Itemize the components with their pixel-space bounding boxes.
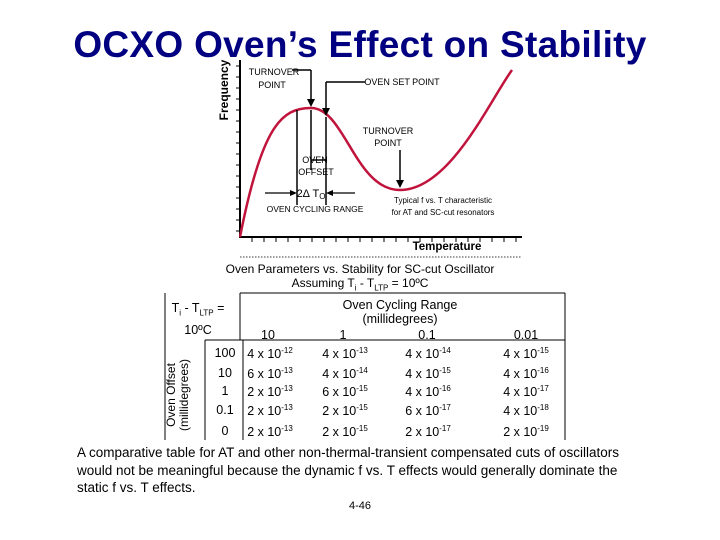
frequency-temperature-chart: Frequency TURNOVER POINT OVEN SET POINT … xyxy=(217,59,522,258)
table-cell: 4 x 10-16 xyxy=(503,366,549,382)
table-cell: 2 x 10-17 xyxy=(405,424,451,440)
turnover-top-label-line2: POINT xyxy=(258,80,286,90)
x-axis-ticks xyxy=(251,237,517,242)
y-axis-label: Frequency xyxy=(217,59,231,120)
row-offset-label: 0.1 xyxy=(216,403,234,417)
column-header: 0.1 xyxy=(418,328,436,342)
delta-to-arrowhead-left xyxy=(290,190,297,196)
table-cell: 4 x 10-16 xyxy=(405,384,451,400)
body-paragraph: A comparative table for AT and other non… xyxy=(77,445,620,495)
turnover-right-arrowhead xyxy=(396,180,404,188)
column-header: 10 xyxy=(261,328,275,342)
turnover-right-label-line1: TURNOVER xyxy=(363,126,414,136)
turnover-top-arrowhead xyxy=(307,99,315,107)
y-axis-ticks xyxy=(236,65,240,232)
table-cell: 2 x 10-15 xyxy=(322,424,368,440)
oven-cycling-range-label: OVEN CYCLING RANGE xyxy=(267,204,364,214)
table-cell: 4 x 10-17 xyxy=(503,384,549,400)
typical-note-line1: Typical f vs. T characteristic xyxy=(394,196,492,205)
table-cell: 6 x 10-13 xyxy=(247,366,293,382)
page-number: 4-46 xyxy=(348,500,372,512)
frequency-curve xyxy=(238,69,514,238)
table-caption-line1: Oven Parameters vs. Stability for SC-cut… xyxy=(225,262,495,276)
delta-to-label: 2Δ TO xyxy=(297,188,326,201)
row-offset-label: 100 xyxy=(214,346,236,360)
typical-note-line2: for AT and SC-cut resonators xyxy=(392,208,495,217)
x-axis-label: Temperature xyxy=(413,241,482,253)
table-caption-line2: Assuming Ti - TLTP = 10ºC xyxy=(291,276,429,293)
oven-set-point-arrowhead xyxy=(322,108,330,116)
slide-title: OCXO Oven’s Effect on Stability xyxy=(73,24,647,65)
table-cell: 2 x 10-13 xyxy=(247,403,293,419)
column-header: 1 xyxy=(339,328,347,342)
table-cell: 2 x 10-15 xyxy=(322,403,368,419)
turnover-right-label-line2: POINT xyxy=(374,138,402,148)
delta-to-arrowhead-right xyxy=(326,190,333,196)
table-cell: 2 x 10-19 xyxy=(503,424,549,440)
table-cell: 2 x 10-13 xyxy=(247,424,293,440)
table-corner-header: Ti - TLTP = 10ºC xyxy=(171,301,225,337)
turnover-top-label-line1: TURNOVER xyxy=(249,67,300,77)
table-cell: 6 x 10-17 xyxy=(405,403,451,419)
table-cell: 2 x 10-13 xyxy=(247,384,293,400)
table-cell: 4 x 10-15 xyxy=(405,366,451,382)
cycling-range-header: Oven Cycling Range (millidegrees) xyxy=(342,298,458,326)
row-offset-label: 1 xyxy=(221,384,229,398)
column-header: 0.01 xyxy=(513,328,539,342)
oven-offset-label-line2: OFFSET xyxy=(298,167,334,177)
table-cell: 4 x 10-14 xyxy=(405,346,451,362)
table-cell: 4 x 10-18 xyxy=(503,403,549,419)
oven-set-point-label: OVEN SET POINT xyxy=(364,77,440,87)
table-cell: 4 x 10-12 xyxy=(247,346,293,362)
table-cell: 4 x 10-14 xyxy=(322,366,368,382)
row-offset-label: 10 xyxy=(218,366,232,380)
table-cell: 6 x 10-15 xyxy=(322,384,368,400)
row-offset-label: 0 xyxy=(221,424,229,438)
table-cell: 4 x 10-13 xyxy=(322,346,368,362)
oven-offset-label-line1: OVEN xyxy=(302,155,328,165)
table-cell: 4 x 10-15 xyxy=(503,346,549,362)
